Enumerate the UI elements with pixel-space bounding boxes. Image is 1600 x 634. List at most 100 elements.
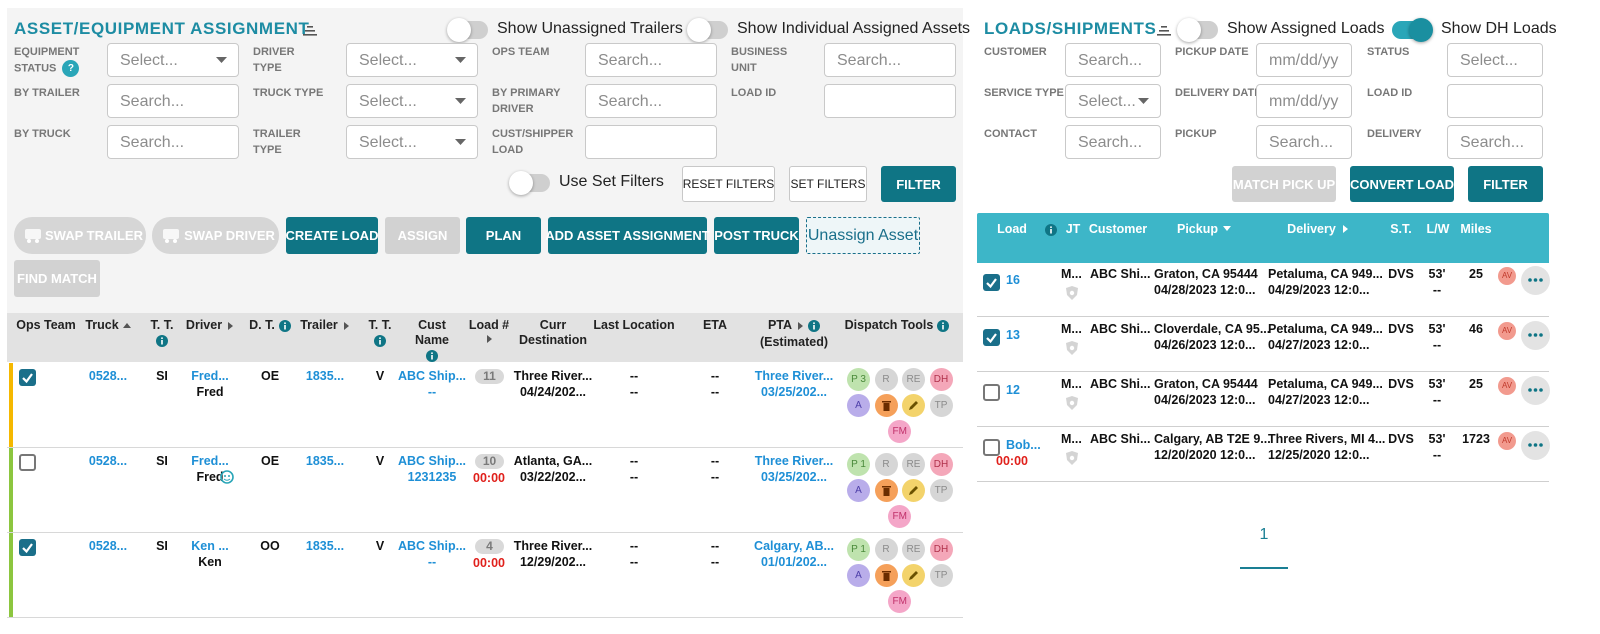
dispatch-tool[interactable] (874, 479, 898, 502)
toggle-switch[interactable] (1392, 18, 1433, 42)
table-cell[interactable]: -- (427, 555, 437, 569)
dispatch-tool[interactable]: DH (929, 538, 953, 561)
table-cell[interactable]: ABC Ship... (397, 454, 467, 468)
dispatch-tool[interactable]: R (874, 368, 898, 391)
checkbox[interactable] (983, 384, 1000, 401)
filter-input[interactable]: Search... (1065, 43, 1161, 77)
checkbox[interactable] (19, 369, 36, 386)
dispatch-tool[interactable] (874, 394, 898, 417)
table-cell[interactable]: Ken ... (191, 539, 229, 553)
dispatch-tool[interactable]: TP (929, 479, 953, 502)
sort-icon[interactable] (1223, 225, 1231, 233)
filter-input[interactable]: Select... (107, 43, 239, 77)
dispatch-tool[interactable]: FM (888, 590, 912, 613)
filter-input[interactable]: Search... (1256, 125, 1352, 159)
toggle-switch[interactable] (447, 18, 488, 42)
column-header[interactable]: PTA (Estimated) (746, 318, 842, 350)
filter-input[interactable] (824, 84, 956, 118)
dispatch-tool[interactable]: TP (929, 394, 953, 417)
table-cell[interactable]: 1231235 (407, 470, 457, 484)
dispatch-tool[interactable]: RE (902, 453, 925, 476)
filter-input[interactable]: Search... (107, 84, 239, 118)
sort-icon[interactable] (1341, 225, 1349, 233)
column-header[interactable]: Delivery (1278, 222, 1358, 236)
button[interactable]: SWAP TRAILER (14, 217, 146, 254)
checkbox[interactable] (983, 274, 1000, 291)
button[interactable]: ADD ASSET ASSIGNMENT (545, 217, 710, 254)
filter-input[interactable]: mm/dd/yy (1256, 43, 1352, 77)
table-cell[interactable]: Fred... (191, 454, 229, 468)
button[interactable]: PLAN (466, 217, 541, 254)
filter-input[interactable]: Select... (346, 125, 478, 159)
button[interactable]: FIND MATCH (14, 260, 100, 297)
dispatch-tool[interactable] (902, 479, 925, 502)
button[interactable]: SET FILTERS (789, 166, 867, 202)
button[interactable]: CREATE LOAD (286, 217, 378, 254)
dispatch-tool[interactable]: RE (902, 538, 925, 561)
dispatch-tool[interactable]: DH (929, 368, 953, 391)
dispatch-tool[interactable]: FM (888, 420, 912, 443)
filter-input[interactable]: Search... (824, 43, 956, 77)
dispatch-tool[interactable] (902, 564, 925, 587)
button[interactable]: RESET FILTERS (682, 166, 775, 202)
filter-input[interactable]: Select... (1065, 84, 1161, 118)
dispatch-tool[interactable]: DH (929, 453, 953, 476)
toggle-switch[interactable] (509, 171, 550, 195)
button[interactable]: FILTER (1468, 166, 1543, 202)
table-cell[interactable]: 1835... (305, 454, 345, 468)
filter-input[interactable]: Select... (1447, 43, 1543, 77)
filter-input[interactable] (585, 125, 717, 159)
collapse-icon[interactable] (303, 24, 317, 38)
checkbox[interactable] (19, 454, 36, 471)
column-header[interactable]: Truck (78, 318, 138, 333)
toggle-switch[interactable] (687, 18, 728, 42)
button[interactable]: FILTER (881, 166, 956, 202)
table-cell[interactable]: Bob... (1006, 438, 1041, 452)
sort-icon[interactable] (796, 321, 804, 330)
more-button[interactable] (1521, 431, 1550, 460)
table-cell[interactable]: Three River... (754, 369, 834, 383)
button[interactable]: Unassign Asset (806, 217, 920, 254)
sort-icon[interactable] (122, 322, 131, 330)
table-cell[interactable]: 0528... (88, 454, 128, 468)
table-cell[interactable]: 01/01/202... (760, 555, 828, 569)
checkbox[interactable] (19, 539, 36, 556)
dispatch-tool[interactable]: FM (888, 505, 912, 528)
filter-input[interactable]: Search... (107, 125, 239, 159)
dispatch-tool[interactable]: A (847, 479, 870, 502)
sort-icon[interactable] (226, 321, 234, 330)
sort-icon[interactable] (342, 321, 350, 330)
table-cell[interactable]: 0528... (88, 539, 128, 553)
table-cell[interactable]: 16 (1006, 273, 1020, 287)
table-cell[interactable]: 03/25/202... (760, 385, 828, 399)
filter-input[interactable]: Search... (1447, 125, 1543, 159)
column-header[interactable]: Pickup (1169, 222, 1239, 236)
dispatch-tool[interactable]: R (874, 453, 898, 476)
table-cell[interactable]: Calgary, AB... (754, 539, 834, 553)
table-cell[interactable]: 0528... (88, 369, 128, 383)
table-cell[interactable]: 03/25/202... (760, 470, 828, 484)
dispatch-tool[interactable] (902, 394, 925, 417)
table-cell[interactable]: 13 (1006, 328, 1020, 342)
dispatch-tool[interactable]: P 1 (847, 453, 870, 476)
filter-input[interactable] (1447, 84, 1543, 118)
filter-input[interactable]: mm/dd/yy (1256, 84, 1352, 118)
filter-input[interactable]: Search... (585, 84, 717, 118)
button[interactable]: MATCH PICK UP (1232, 166, 1336, 202)
button[interactable]: POST TRUCK (714, 217, 799, 254)
checkbox[interactable] (983, 329, 1000, 346)
more-button[interactable] (1521, 266, 1550, 295)
dispatch-tool[interactable]: A (847, 564, 870, 587)
table-cell[interactable]: Fred... (191, 369, 229, 383)
dispatch-tool[interactable]: TP (929, 564, 953, 587)
filter-input[interactable]: Search... (585, 43, 717, 77)
table-cell[interactable]: -- (427, 385, 437, 399)
filter-input[interactable]: Select... (346, 43, 478, 77)
table-cell[interactable]: 1835... (305, 369, 345, 383)
more-button[interactable] (1521, 376, 1550, 405)
button[interactable]: ASSIGN (385, 217, 460, 254)
column-header[interactable]: Trailer (295, 318, 355, 333)
page-number[interactable]: 1 (1259, 526, 1269, 543)
table-cell[interactable]: ABC Ship... (397, 539, 467, 553)
collapse-icon[interactable] (1157, 24, 1171, 38)
